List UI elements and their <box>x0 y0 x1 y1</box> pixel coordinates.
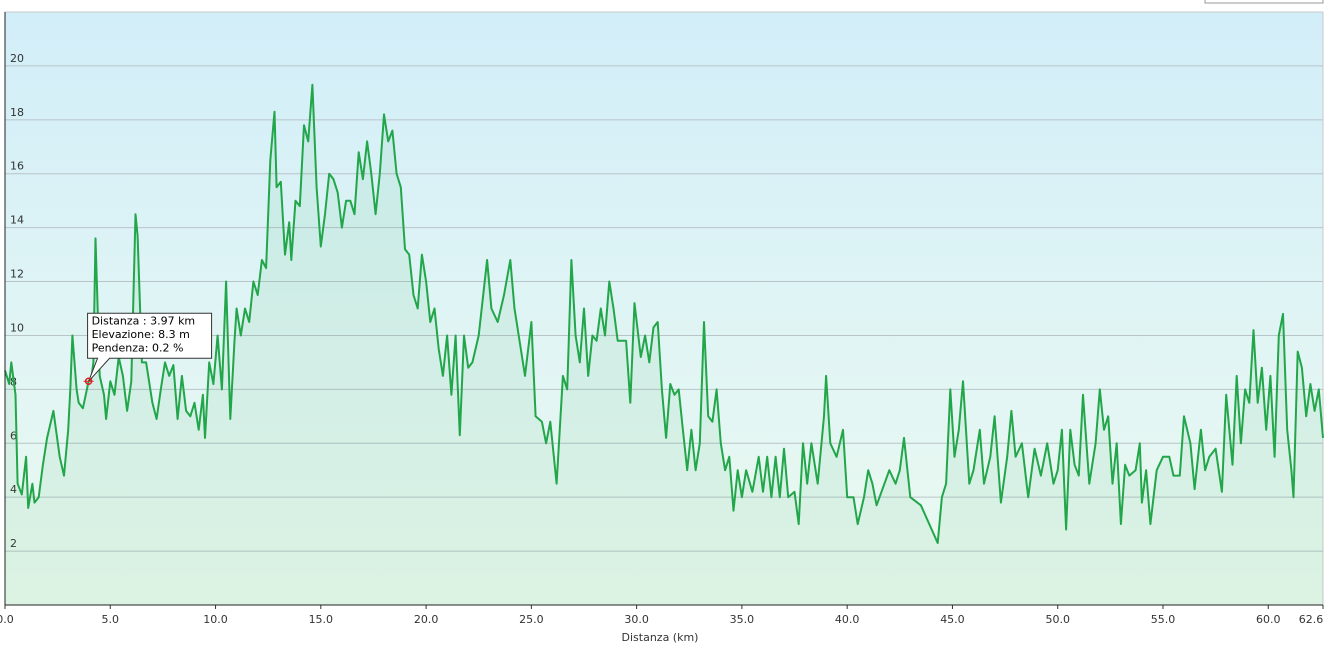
y-tick-label: 20 <box>10 52 24 65</box>
y-tick-label: 12 <box>10 268 24 281</box>
y-tick-label: 16 <box>10 160 24 173</box>
x-tick-label: 25.0 <box>519 613 544 626</box>
y-tick-label: 2 <box>10 537 17 550</box>
area <box>5 84 1323 606</box>
y-tick-label: 10 <box>10 321 24 334</box>
x-tick-label: 62.6 <box>1299 613 1324 626</box>
x-tick-label: 0.0 <box>0 613 14 626</box>
x-tick-label: 20.0 <box>414 613 439 626</box>
y-tick-label: 6 <box>10 429 17 442</box>
x-tick-label: 45.0 <box>940 613 965 626</box>
tooltip-line: Elevazione: 8.3 m <box>92 328 190 341</box>
y-tick-label: 18 <box>10 106 24 119</box>
x-tick-label: 40.0 <box>835 613 860 626</box>
x-tick-label: 15.0 <box>309 613 334 626</box>
x-tick-label: 50.0 <box>1045 613 1070 626</box>
tooltip-line: Pendenza: 0.2 % <box>92 341 184 354</box>
x-axis-title: Distanza (km) <box>622 631 699 644</box>
top-box[interactable] <box>1204 0 1324 4</box>
line <box>4 83 1324 544</box>
y-tick-label: 14 <box>10 214 24 227</box>
x-tick-label: 30.0 <box>624 613 649 626</box>
x-tick-label: 55.0 <box>1151 613 1176 626</box>
x-tick-label: 5.0 <box>102 613 120 626</box>
x-tick-label: 60.0 <box>1256 613 1281 626</box>
tooltip-line: Distanza : 3.97 km <box>92 314 196 327</box>
tooltip-box <box>87 312 213 382</box>
x-tick-label: 35.0 <box>730 613 755 626</box>
y-tick-label: 4 <box>10 483 17 496</box>
x-tick-label: 10.0 <box>203 613 228 626</box>
